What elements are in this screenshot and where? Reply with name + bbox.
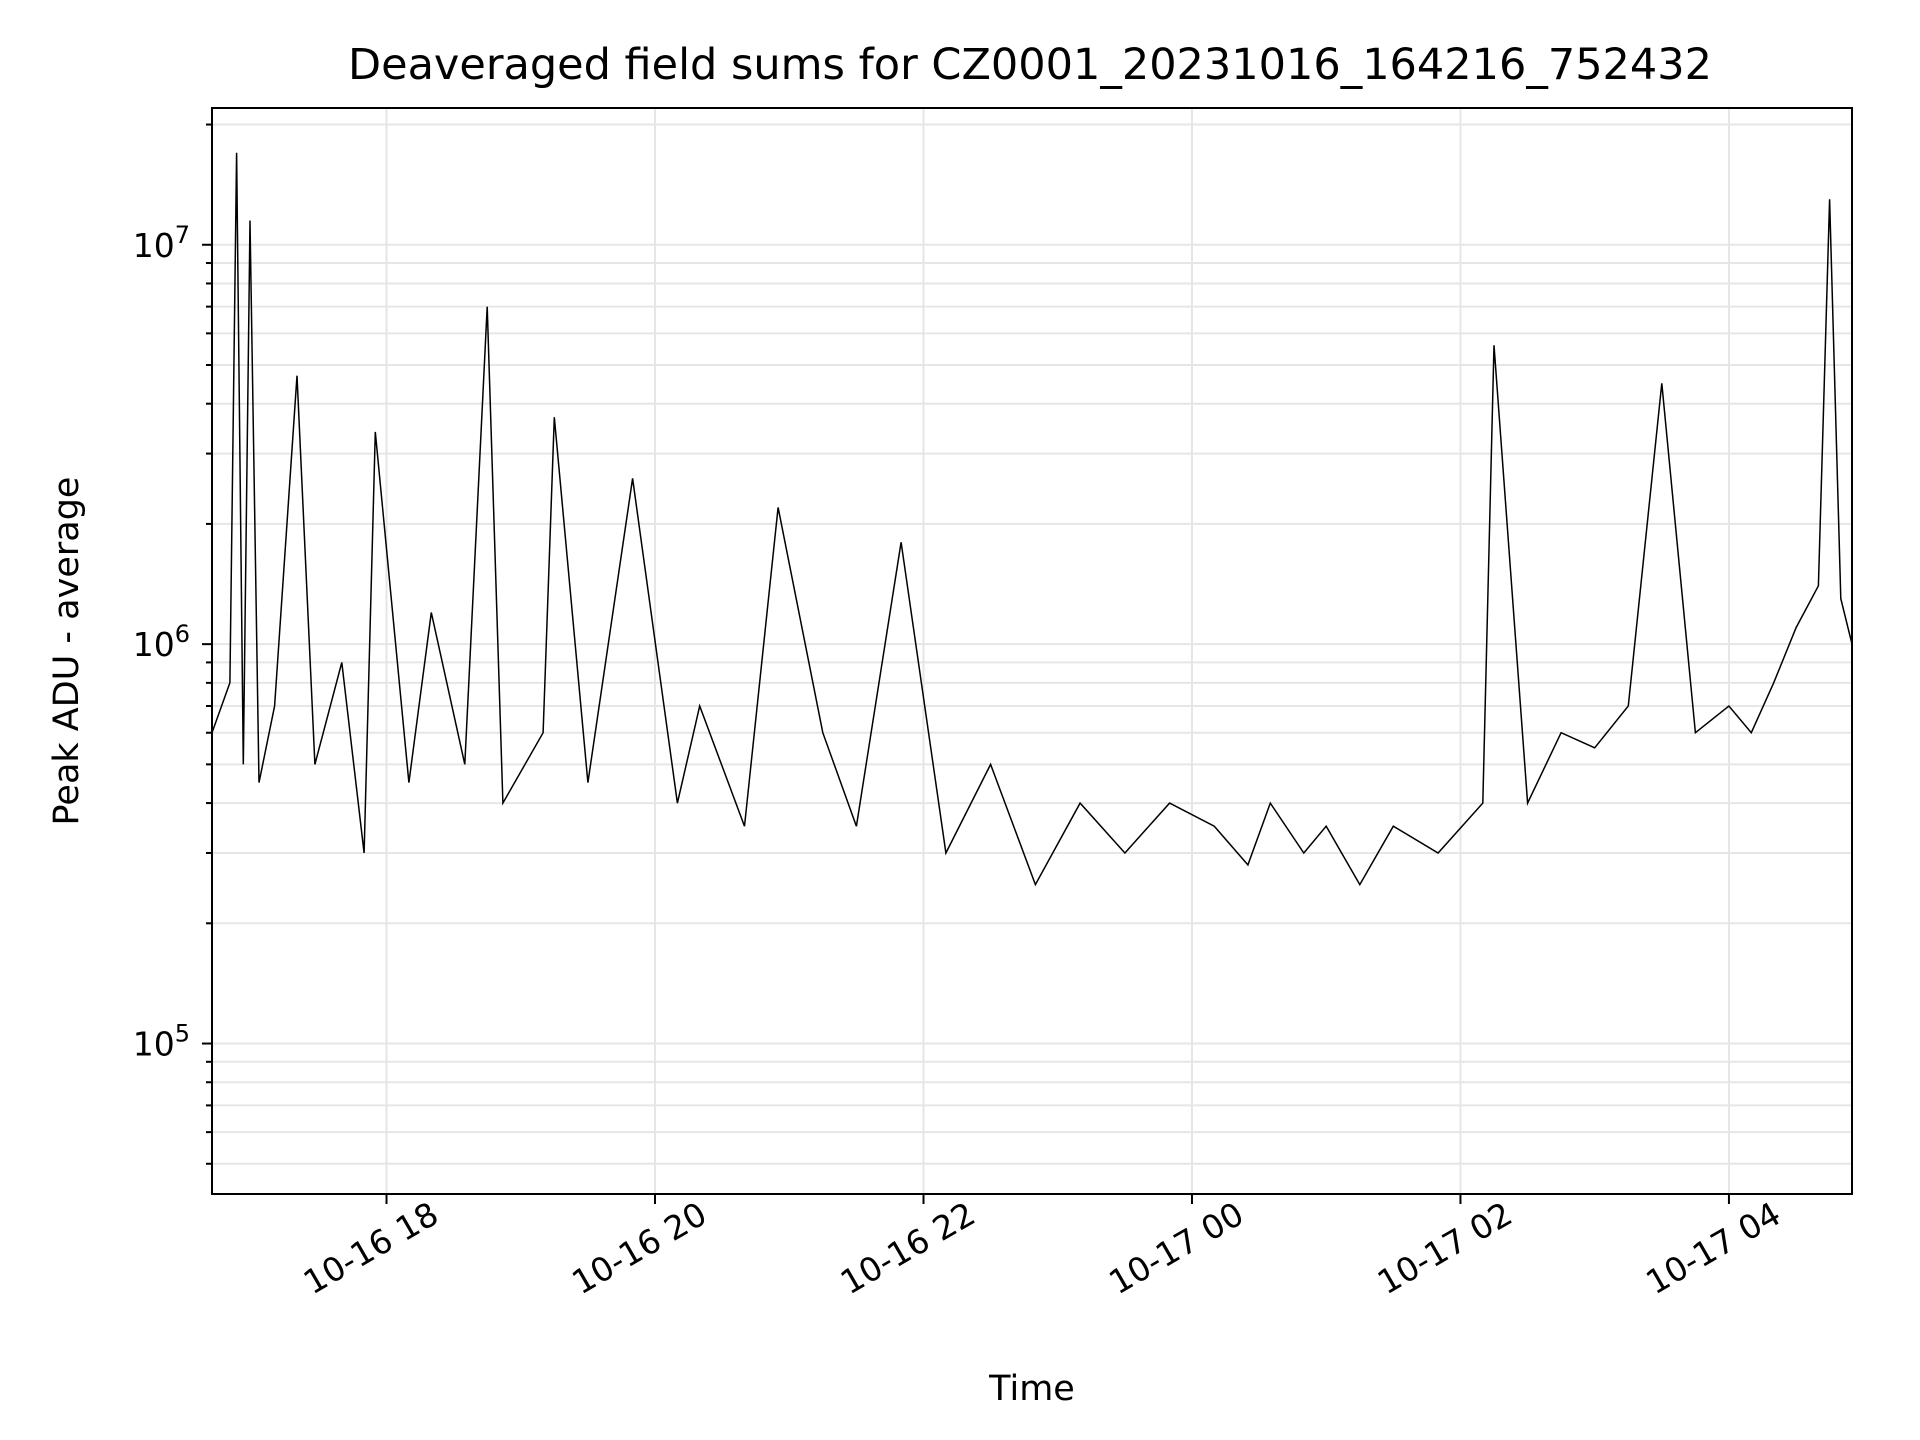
y-tick-label: 107 — [133, 221, 190, 265]
data-line — [211, 152, 1853, 887]
y-tick-label: 105 — [133, 1020, 190, 1064]
y-tick-label: 106 — [133, 620, 190, 664]
y-axis: 105 106 107 — [133, 123, 212, 1165]
grid-lines — [212, 108, 1852, 1194]
y-axis-label: Peak ADU - average — [47, 477, 87, 826]
plot-frame — [211, 107, 1853, 1195]
chart-title: Deaveraged field sums for CZ0001_2023101… — [348, 40, 1712, 90]
x-axis-label: Time — [988, 1369, 1075, 1409]
series-layer — [211, 152, 1853, 887]
